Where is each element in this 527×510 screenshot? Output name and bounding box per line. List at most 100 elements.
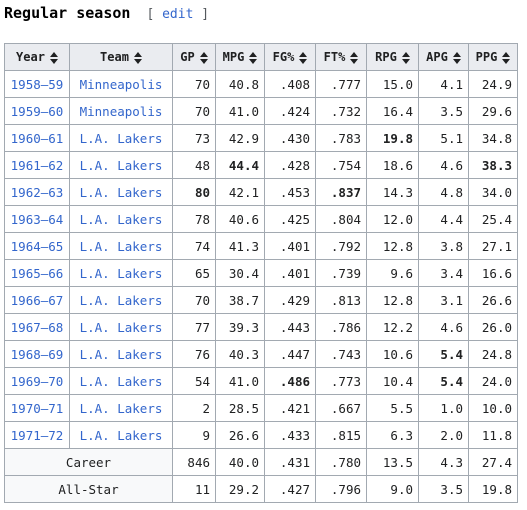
team-link[interactable]: L.A. Lakers bbox=[79, 319, 163, 335]
ft-cell: .783 bbox=[315, 124, 367, 152]
season-link[interactable]: 1964–65 bbox=[10, 238, 64, 254]
rpg-cell: 18.6 bbox=[366, 151, 419, 179]
mpg-cell: 41.3 bbox=[215, 232, 265, 260]
team-link[interactable]: L.A. Lakers bbox=[79, 157, 163, 173]
team-cell: L.A. Lakers bbox=[69, 178, 173, 206]
year-cell: 1967–68 bbox=[4, 313, 70, 341]
season-link[interactable]: 1968–69 bbox=[10, 346, 64, 362]
gp-cell: 2 bbox=[172, 394, 216, 422]
gp-cell: 65 bbox=[172, 259, 216, 287]
gp-cell: 48 bbox=[172, 151, 216, 179]
team-link[interactable]: L.A. Lakers bbox=[79, 211, 163, 227]
team-link[interactable]: L.A. Lakers bbox=[79, 130, 163, 146]
season-link[interactable]: 1960–61 bbox=[10, 130, 64, 146]
team-link[interactable]: Minneapolis bbox=[79, 76, 163, 92]
sort-icon[interactable] bbox=[502, 51, 511, 64]
season-link[interactable]: 1959–60 bbox=[10, 103, 64, 119]
mpg-cell: 40.0 bbox=[215, 448, 265, 476]
table-row: 1967–68 L.A. Lakers 77 39.3.443.786 12.2 4.6 2… bbox=[4, 313, 518, 341]
edit-link[interactable]: edit bbox=[162, 7, 194, 22]
column-header-apg[interactable]: APG bbox=[418, 43, 469, 71]
column-header-fg[interactable]: FG% bbox=[264, 43, 316, 71]
rpg-cell: 9.0 bbox=[366, 475, 419, 503]
fg-cell: .453 bbox=[264, 178, 316, 206]
year-cell: 1964–65 bbox=[4, 232, 70, 260]
edit-bracket-close: ] bbox=[193, 7, 210, 22]
column-header-ppg[interactable]: PPG bbox=[468, 43, 518, 71]
column-header-team[interactable]: Team bbox=[69, 43, 173, 71]
rpg-cell: 10.4 bbox=[366, 367, 419, 395]
table-row: 1960–61 L.A. Lakers 73 42.9.430.783 19.8 5.1 3… bbox=[4, 124, 518, 152]
season-link[interactable]: 1958–59 bbox=[10, 76, 64, 92]
team-link[interactable]: L.A. Lakers bbox=[79, 346, 163, 362]
column-header-gp[interactable]: GP bbox=[172, 43, 216, 71]
ppg-cell: 19.8 bbox=[468, 475, 518, 503]
team-link[interactable]: L.A. Lakers bbox=[79, 184, 163, 200]
year-cell: 1969–70 bbox=[4, 367, 70, 395]
sort-icon[interactable] bbox=[401, 51, 410, 64]
ft-cell: .743 bbox=[315, 340, 367, 368]
season-link[interactable]: 1966–67 bbox=[10, 292, 64, 308]
year-cell: 1961–62 bbox=[4, 151, 70, 179]
season-link[interactable]: 1962–63 bbox=[10, 184, 64, 200]
season-link[interactable]: 1965–66 bbox=[10, 265, 64, 281]
season-link[interactable]: 1969–70 bbox=[10, 373, 64, 389]
column-header-label: RPG bbox=[375, 50, 397, 64]
table-row: 1959–60 Minneapolis 70 41.0.424.732 16.4 3.5 2… bbox=[4, 97, 518, 125]
ft-cell: .804 bbox=[315, 205, 367, 233]
team-cell: L.A. Lakers bbox=[69, 151, 173, 179]
sort-icon[interactable] bbox=[199, 51, 208, 64]
season-link[interactable]: 1963–64 bbox=[10, 211, 64, 227]
mpg-cell: 29.2 bbox=[215, 475, 265, 503]
column-header-mpg[interactable]: MPG bbox=[215, 43, 265, 71]
team-link[interactable]: L.A. Lakers bbox=[79, 265, 163, 281]
year-cell: 1971–72 bbox=[4, 421, 70, 449]
column-header-ft[interactable]: FT% bbox=[315, 43, 367, 71]
column-header-rpg[interactable]: RPG bbox=[366, 43, 419, 71]
team-link[interactable]: Minneapolis bbox=[79, 103, 163, 119]
table-row: 1963–64 L.A. Lakers 78 40.6.425.804 12.0 4.4 2… bbox=[4, 205, 518, 233]
apg-cell: 5.1 bbox=[418, 124, 469, 152]
team-link[interactable]: L.A. Lakers bbox=[79, 400, 163, 416]
table-row: 1965–66 L.A. Lakers 65 30.4.401.739 9.6 3.4 16… bbox=[4, 259, 518, 287]
column-header-label: APG bbox=[426, 50, 448, 64]
apg-cell: 3.1 bbox=[418, 286, 469, 314]
ppg-cell: 25.4 bbox=[468, 205, 518, 233]
apg-cell: 1.0 bbox=[418, 394, 469, 422]
season-link[interactable]: 1971–72 bbox=[10, 427, 64, 443]
fg-cell: .433 bbox=[264, 421, 316, 449]
ft-cell: .773 bbox=[315, 367, 367, 395]
sort-icon[interactable] bbox=[133, 51, 142, 64]
sort-icon[interactable] bbox=[49, 51, 58, 64]
team-link[interactable]: L.A. Lakers bbox=[79, 292, 163, 308]
sort-icon[interactable] bbox=[452, 51, 461, 64]
fg-cell: .427 bbox=[264, 475, 316, 503]
column-header-year[interactable]: Year bbox=[4, 43, 70, 71]
sort-icon[interactable] bbox=[249, 51, 258, 64]
ppg-cell: 34.0 bbox=[468, 178, 518, 206]
season-link[interactable]: 1967–68 bbox=[10, 319, 64, 335]
table-row: 1970–71 L.A. Lakers 2 28.5.421.667 5.5 1.0 10.… bbox=[4, 394, 518, 422]
sort-icon[interactable] bbox=[299, 51, 308, 64]
fg-cell: .424 bbox=[264, 97, 316, 125]
season-link[interactable]: 1970–71 bbox=[10, 400, 64, 416]
stats-table: Year Team GP MPG FG% FT% RPG APG PPG 1958–59 Minn… bbox=[4, 43, 518, 503]
summary-row: All-Star 11 29.2.427.796 9.0 3.5 19.8 bbox=[4, 475, 518, 503]
apg-cell: 5.4 bbox=[418, 367, 469, 395]
sort-icon[interactable] bbox=[350, 51, 359, 64]
season-link[interactable]: 1961–62 bbox=[10, 157, 64, 173]
gp-cell: 80 bbox=[172, 178, 216, 206]
team-link[interactable]: L.A. Lakers bbox=[79, 427, 163, 443]
gp-cell: 70 bbox=[172, 97, 216, 125]
apg-cell: 2.0 bbox=[418, 421, 469, 449]
ft-cell: .754 bbox=[315, 151, 367, 179]
mpg-cell: 28.5 bbox=[215, 394, 265, 422]
team-link[interactable]: L.A. Lakers bbox=[79, 373, 163, 389]
apg-cell: 3.4 bbox=[418, 259, 469, 287]
team-link[interactable]: L.A. Lakers bbox=[79, 238, 163, 254]
table-row: 1958–59 Minneapolis 70 40.8.408.777 15.0 4.1 2… bbox=[4, 70, 518, 98]
gp-cell: 70 bbox=[172, 70, 216, 98]
table-row: 1971–72 L.A. Lakers 9 26.6.433.815 6.3 2.0 11.… bbox=[4, 421, 518, 449]
mpg-cell: 40.6 bbox=[215, 205, 265, 233]
ft-cell: .815 bbox=[315, 421, 367, 449]
